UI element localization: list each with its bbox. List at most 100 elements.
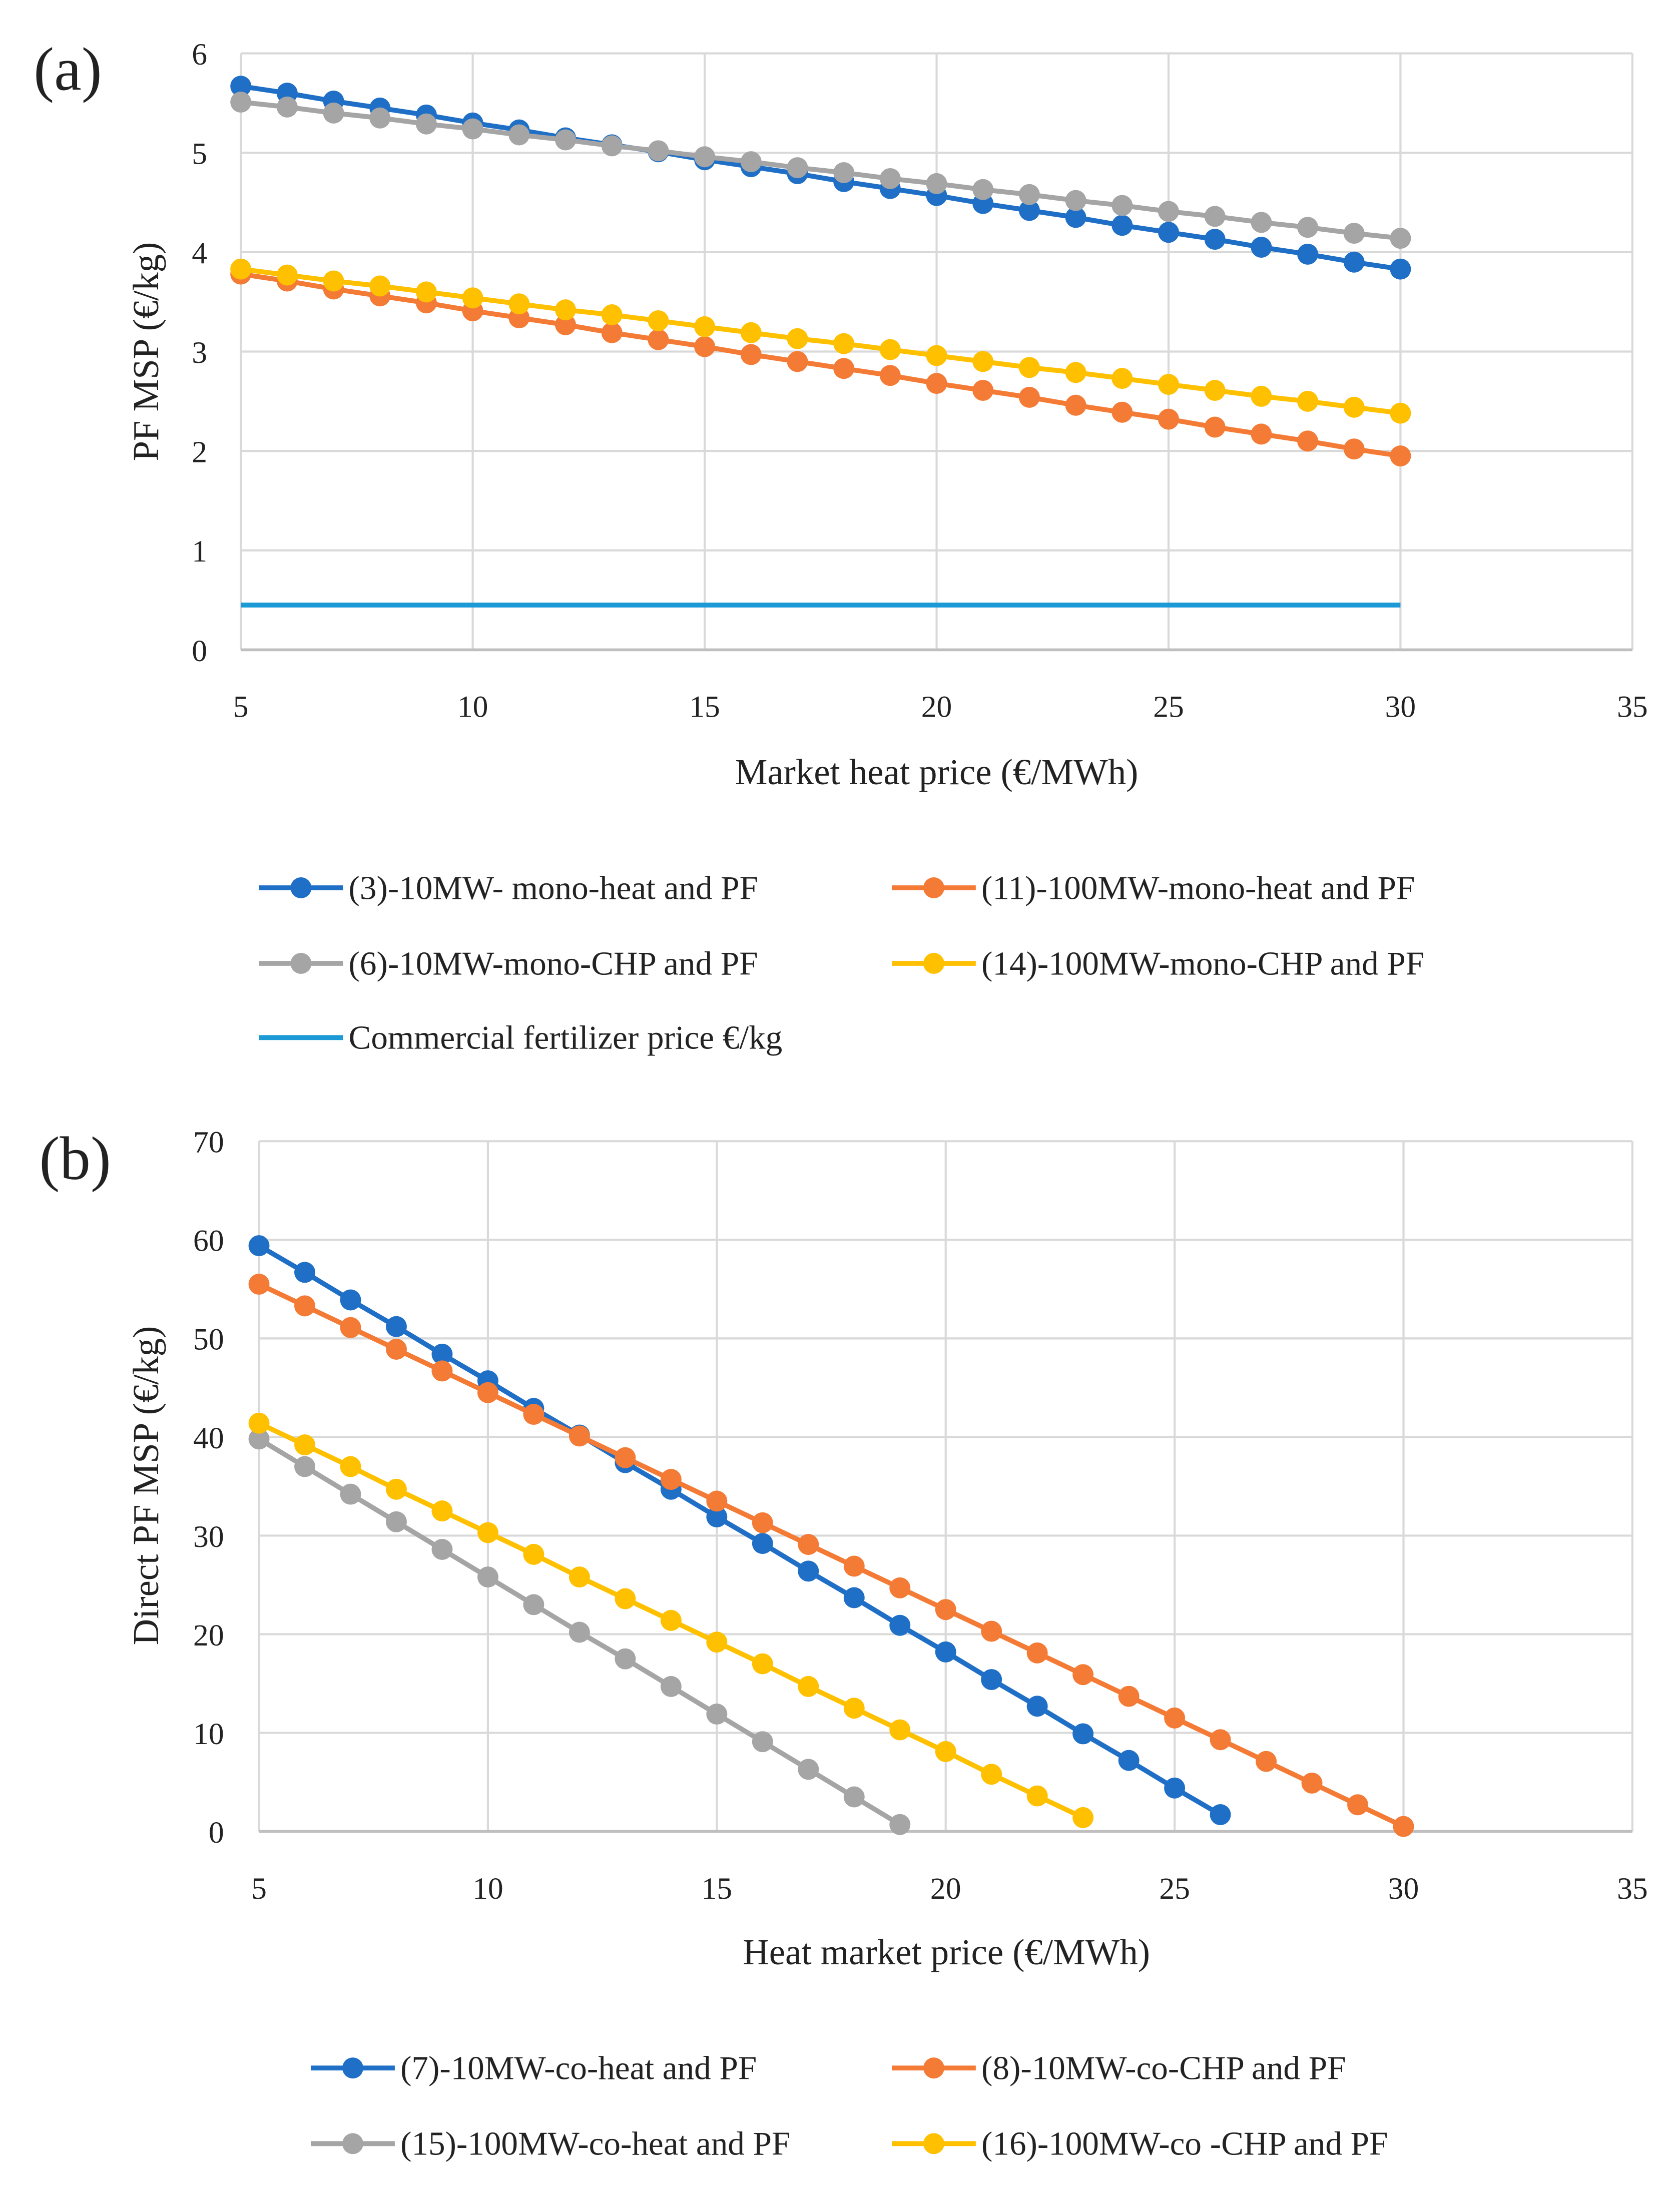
- x-tick-label: 25: [1153, 690, 1184, 724]
- y-tick-label: 3: [192, 336, 207, 370]
- series-c6: [230, 92, 1411, 249]
- data-point: [462, 118, 483, 140]
- data-point: [1390, 258, 1411, 280]
- x-tick-label: 35: [1617, 1872, 1648, 1906]
- x-tick-label: 10: [472, 1872, 503, 1906]
- data-point: [889, 1614, 911, 1636]
- data-point: [431, 1500, 453, 1522]
- data-point: [385, 1478, 407, 1500]
- data-point: [787, 351, 808, 372]
- data-point: [1118, 1686, 1140, 1707]
- data-point: [935, 1741, 956, 1762]
- data-point: [879, 365, 901, 386]
- data-point: [660, 1609, 682, 1631]
- data-point: [415, 281, 437, 303]
- legend-item: (15)-100MW-co-heat and PF: [311, 2125, 790, 2162]
- data-point: [843, 1698, 865, 1719]
- data-point: [477, 1382, 498, 1403]
- y-tick-label: 0: [192, 634, 207, 668]
- y-tick-label: 0: [209, 1816, 224, 1850]
- data-point: [601, 322, 623, 343]
- data-point: [740, 344, 762, 365]
- legend-label: (14)-100MW-mono-CHP and PF: [981, 944, 1424, 982]
- data-point: [523, 1543, 544, 1565]
- data-point: [477, 1522, 498, 1543]
- data-point: [648, 329, 669, 350]
- data-point: [1065, 362, 1086, 383]
- data-point: [1343, 223, 1365, 244]
- series-c11: [248, 1274, 1414, 1837]
- data-point: [843, 1555, 865, 1577]
- data-point: [1065, 394, 1086, 416]
- data-point: [555, 299, 576, 321]
- data-point: [248, 1235, 270, 1257]
- data-point: [385, 1511, 407, 1532]
- data-point: [706, 1506, 728, 1527]
- x-axis-title-a: Market heat price (€/MWh): [735, 752, 1139, 792]
- data-point: [1204, 416, 1226, 438]
- data-point: [1158, 374, 1179, 395]
- data-point: [230, 92, 252, 113]
- data-point: [926, 345, 947, 366]
- data-point: [508, 293, 530, 315]
- x-tick-label: 10: [457, 690, 488, 724]
- data-point: [1393, 1816, 1414, 1837]
- legend-label: (16)-100MW-co -CHP and PF: [981, 2125, 1388, 2162]
- data-point: [1065, 207, 1086, 228]
- data-point: [798, 1534, 819, 1555]
- series-line: [240, 84, 1401, 272]
- legend-item: (16)-100MW-co -CHP and PF: [892, 2125, 1388, 2162]
- x-tick-label: 15: [702, 1872, 733, 1906]
- data-point: [833, 333, 855, 354]
- data-point: [1111, 215, 1133, 236]
- data-point: [601, 135, 623, 157]
- data-point: [462, 287, 483, 309]
- legend-label: (11)-100MW-mono-heat and PF: [981, 869, 1415, 906]
- data-point: [889, 1577, 911, 1598]
- legend-marker: [923, 2133, 944, 2154]
- data-point: [340, 1483, 361, 1505]
- data-point: [833, 162, 855, 183]
- data-point: [972, 351, 994, 372]
- data-point: [660, 1469, 682, 1490]
- data-point: [523, 1404, 544, 1425]
- data-point: [615, 1447, 636, 1468]
- data-point: [569, 1566, 590, 1588]
- data-point: [230, 76, 252, 97]
- data-point: [1111, 401, 1133, 423]
- x-tick-label: 5: [251, 1872, 267, 1906]
- data-point: [694, 146, 716, 168]
- data-point: [1018, 200, 1040, 221]
- data-point: [648, 140, 669, 162]
- data-point: [601, 304, 623, 326]
- legend-item: Commercial fertilizer price €/kg: [259, 1019, 782, 1056]
- data-point: [1158, 201, 1179, 222]
- data-point: [340, 1317, 361, 1338]
- legend-item: (3)-10MW- mono-heat and PF: [259, 869, 758, 906]
- x-tick-label: 30: [1385, 690, 1416, 724]
- data-point: [431, 1360, 453, 1382]
- data-point: [752, 1533, 773, 1554]
- y-tick-label: 5: [192, 137, 207, 171]
- data-point: [926, 173, 947, 194]
- data-point: [248, 1274, 270, 1295]
- data-point: [555, 314, 576, 335]
- y-tick-label: 10: [193, 1717, 224, 1751]
- data-point: [431, 1343, 453, 1365]
- data-point: [340, 1289, 361, 1311]
- data-point: [981, 1669, 1002, 1691]
- data-point: [1204, 229, 1226, 250]
- data-point: [740, 151, 762, 173]
- series-c6: [248, 1428, 911, 1835]
- data-point: [1297, 243, 1319, 265]
- data-point: [798, 1759, 819, 1780]
- legend-item: (7)-10MW-co-heat and PF: [311, 2049, 757, 2087]
- data-point: [477, 1566, 498, 1588]
- data-point: [555, 129, 576, 151]
- series-line: [258, 1282, 1405, 1829]
- legend-item: (14)-100MW-mono-CHP and PF: [892, 944, 1424, 982]
- data-point: [1072, 1723, 1094, 1745]
- data-point: [1251, 423, 1272, 445]
- data-point: [294, 1456, 315, 1477]
